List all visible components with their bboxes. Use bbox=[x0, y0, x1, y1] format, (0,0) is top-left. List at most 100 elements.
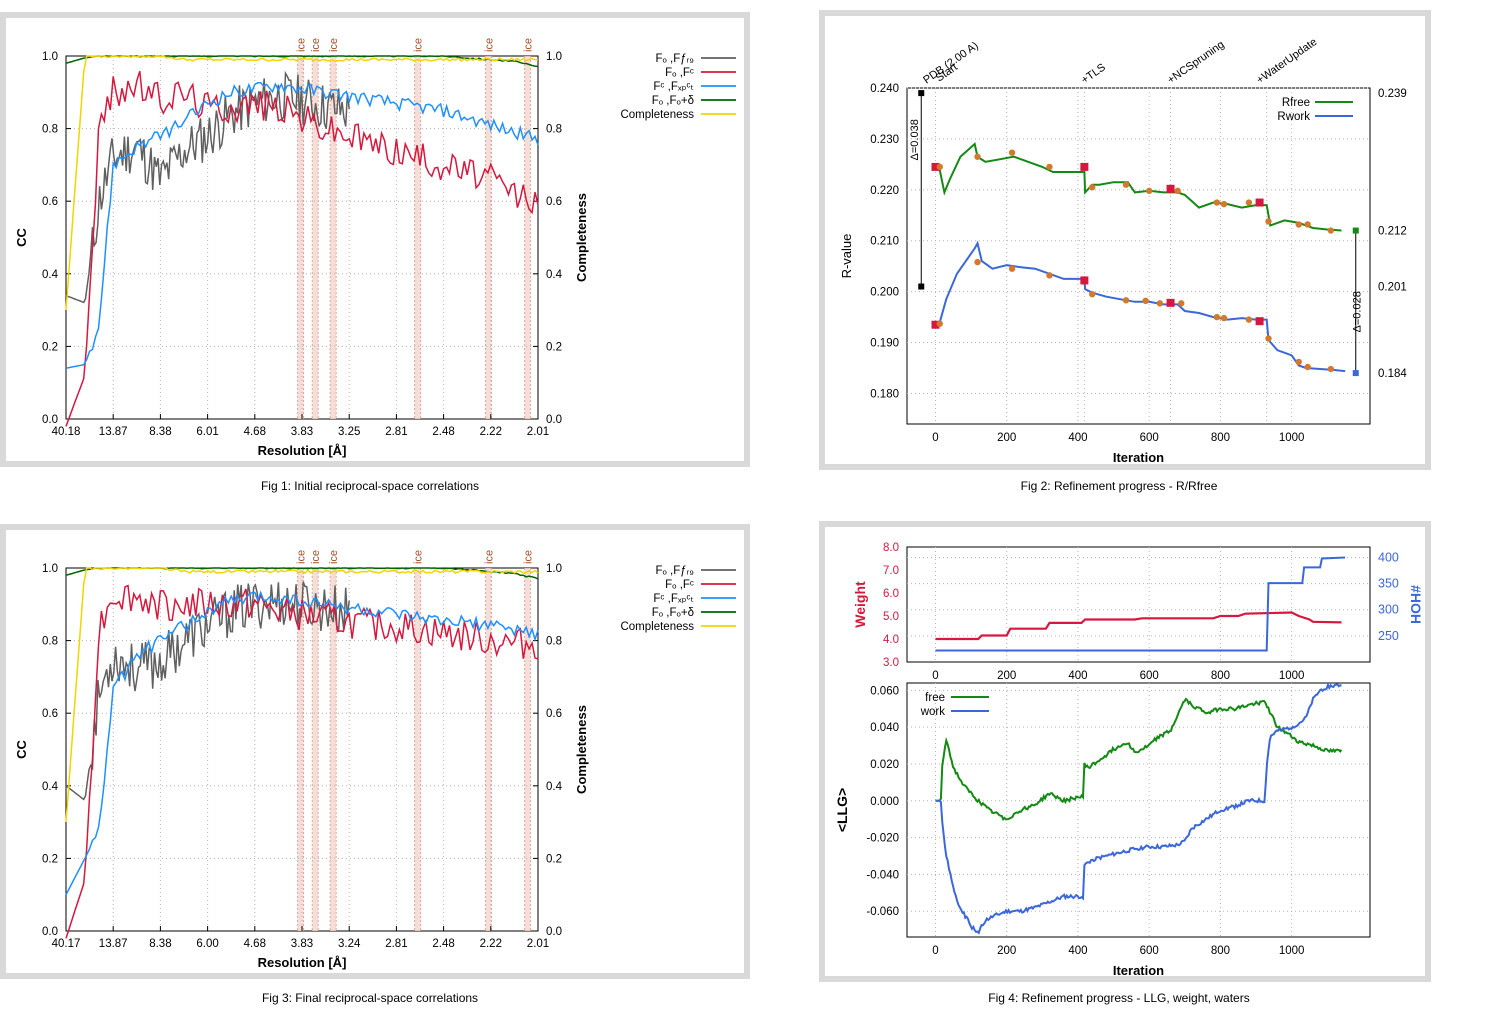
fig3-svg-y2tick-label: 0.8 bbox=[546, 636, 562, 648]
fig1-svg-ytick-label: 1.0 bbox=[42, 51, 58, 63]
fig3-panel: ice ice ice ice ice ice 40.17 13.87 8.38 6.00 4.68… bbox=[0, 524, 750, 979]
fig2-point bbox=[1265, 218, 1272, 225]
fig2-delta-left: Δ=0.038 bbox=[909, 119, 921, 160]
fig4-llg-tick-label: 0.000 bbox=[870, 796, 899, 808]
fig4-weight-tick-label: 4.0 bbox=[883, 634, 899, 646]
fig1-svg-xtick-label: 3.83 bbox=[291, 426, 313, 438]
fig2-point bbox=[1089, 184, 1096, 191]
fig4-llg-tick-label: 0.060 bbox=[870, 685, 899, 697]
fig4-llg-frame bbox=[906, 682, 1371, 938]
fig4-llg-line bbox=[935, 697, 1343, 821]
fig2-point bbox=[1265, 335, 1272, 342]
fig4-llg-line bbox=[935, 682, 1342, 935]
fig3-svg-xtick-label: 40.17 bbox=[52, 938, 81, 950]
fig4-hoh-tick-label: 350 bbox=[1378, 577, 1399, 591]
fig4-llg-tick-label: -0.040 bbox=[866, 869, 899, 881]
fig3-svg-series-line bbox=[65, 567, 539, 823]
fig2-point bbox=[1145, 187, 1153, 195]
fig3-svg-y2tick-label: 0.6 bbox=[546, 708, 562, 720]
fig2-point bbox=[936, 163, 943, 171]
fig2-top-label: +WaterUpdate bbox=[1254, 36, 1319, 86]
fig2-pdb-rwork-marker bbox=[918, 283, 925, 290]
fig1-svg-xtick-label: 8.38 bbox=[149, 426, 171, 438]
fig3-svg-xtick-label: 2.01 bbox=[527, 938, 549, 950]
fig1-svg-ylabel: CC bbox=[14, 228, 29, 247]
fig3-svg-xtick-label: 2.81 bbox=[385, 938, 407, 950]
fig2-legend-label: Rfree bbox=[1282, 97, 1310, 109]
fig1-svg-ice-band bbox=[485, 56, 492, 419]
fig1-svg-xlabel: Resolution [Å] bbox=[258, 443, 347, 458]
fig2-panel: 0 200 400 600 800 1000 0.180 0.190 0.200 0.210 0.2… bbox=[819, 10, 1431, 470]
fig1-svg-ice-label: ice bbox=[310, 38, 322, 52]
fig4-weight-tick-label: 7.0 bbox=[883, 565, 899, 577]
fig4-caption: Fig 4: Refinement progress - LLG, weight… bbox=[988, 991, 1250, 1005]
fig4-weight-line bbox=[935, 611, 1342, 641]
fig2-event-marker bbox=[1255, 198, 1264, 207]
fig3-svg-legend-label: Completeness bbox=[620, 621, 694, 633]
fig4-llg-label: <LLG> bbox=[834, 788, 850, 832]
fig4-top-xtick-label: 1000 bbox=[1279, 670, 1305, 682]
fig2-point bbox=[1213, 313, 1221, 321]
fig2-event-marker bbox=[931, 320, 940, 329]
fig3-svg-ice-label: ice bbox=[523, 550, 535, 564]
fig4-weight-tick-label: 6.0 bbox=[883, 588, 899, 600]
fig3-svg-legend-label: Fₒ ,Fₒ+δ bbox=[652, 607, 694, 619]
fig4-panel: 0 200 400 600 800 1000 3.0 4.0 5.0 6.0 7.0 8.0 250 30… bbox=[819, 521, 1431, 982]
fig4-hoh-tick-label: 400 bbox=[1378, 550, 1399, 564]
fig1-svg-y2tick-label: 0.4 bbox=[546, 269, 563, 281]
fig1-svg-ice-band bbox=[297, 56, 304, 419]
fig1-svg-ytick-label: 0.0 bbox=[42, 414, 58, 426]
fig4-llg-xtick-label: 600 bbox=[1140, 945, 1159, 957]
fig3-svg-ytick-label: 0.8 bbox=[42, 636, 58, 648]
fig1-svg-xtick-label: 2.01 bbox=[527, 426, 549, 438]
fig2-point bbox=[1142, 297, 1149, 304]
fig3-svg-ice-label: ice bbox=[483, 550, 495, 564]
fig3-svg-ytick-label: 0.0 bbox=[42, 926, 58, 938]
fig3-svg-ice-band bbox=[312, 568, 319, 931]
fig3-svg-y2tick-label: 0.2 bbox=[546, 853, 562, 865]
fig4-llg-xtick-label: 200 bbox=[997, 945, 1016, 957]
fig2-point bbox=[974, 258, 981, 266]
fig4-legend-label: work bbox=[920, 706, 946, 718]
fig1-svg-legend-label: Fᶜ ,Fₓₚᶜₜ bbox=[653, 81, 694, 93]
fig2-xtick-label: 1000 bbox=[1279, 432, 1305, 444]
fig4-xlabel: Iteration bbox=[1113, 963, 1164, 976]
fig2-point bbox=[936, 320, 943, 327]
fig3-svg-ice-band bbox=[297, 568, 304, 931]
fig1-svg-ytick-label: 0.8 bbox=[42, 124, 58, 136]
fig2-point bbox=[1178, 300, 1185, 307]
fig3-svg-xtick-label: 2.22 bbox=[480, 938, 502, 950]
fig4-top-frame bbox=[906, 546, 1371, 663]
fig4-legend-label: free bbox=[925, 692, 945, 704]
fig3-svg-ice-label: ice bbox=[296, 550, 308, 564]
fig2-event-marker bbox=[931, 162, 940, 171]
fig3-svg-series-line bbox=[65, 590, 539, 896]
fig1-svg-y2tick-label: 0.6 bbox=[546, 196, 562, 208]
fig2-point bbox=[1220, 314, 1228, 322]
fig1-svg-series-line bbox=[65, 55, 539, 311]
fig4-llg-xtick-label: 800 bbox=[1211, 945, 1230, 957]
fig1-svg-ytick-label: 0.6 bbox=[42, 196, 58, 208]
fig1-svg-ice-label: ice bbox=[413, 38, 425, 52]
fig2-right-value: 0.239 bbox=[1378, 88, 1407, 100]
fig2-final-rwork-marker bbox=[1352, 370, 1359, 377]
fig4-top-xtick-label: 800 bbox=[1211, 670, 1230, 682]
fig3-svg-y2label: Completeness bbox=[574, 705, 589, 794]
fig2-point bbox=[1008, 265, 1016, 272]
fig2-event-marker bbox=[1166, 298, 1175, 307]
fig2-plot-frame bbox=[906, 87, 1371, 425]
fig2-point bbox=[1245, 199, 1253, 206]
fig3-svg-ice-band bbox=[414, 568, 421, 931]
fig4-llg-tick-label: -0.020 bbox=[866, 833, 899, 845]
fig3-svg-ice-band bbox=[330, 568, 337, 931]
fig2-point bbox=[1122, 297, 1130, 304]
fig1-caption: Fig 1: Initial reciprocal-space correlat… bbox=[260, 479, 480, 493]
fig2-point bbox=[974, 153, 981, 160]
fig3-svg-xtick-label: 2.48 bbox=[432, 938, 454, 950]
fig2-xtick-label: 0 bbox=[932, 432, 938, 444]
fig1-svg-ice-band bbox=[330, 56, 337, 419]
fig4-llg-tick-label: 0.040 bbox=[870, 722, 899, 734]
fig1-svg-y2tick-label: 0.8 bbox=[546, 124, 562, 136]
fig2-final-rfree-marker bbox=[1352, 227, 1359, 234]
